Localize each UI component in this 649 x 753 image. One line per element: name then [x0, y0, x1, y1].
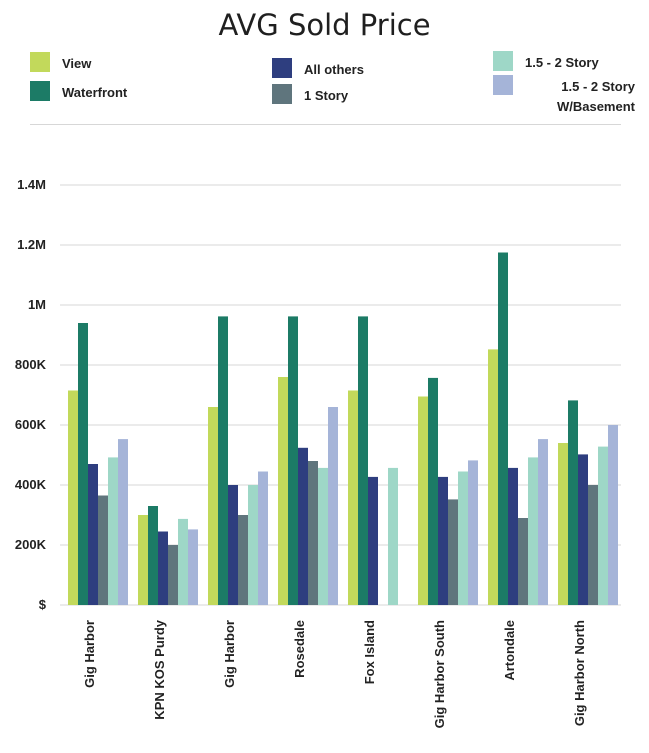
- bar-all-others[interactable]: [228, 485, 238, 605]
- bar-waterfront[interactable]: [288, 316, 298, 605]
- bar-1-5-2-story[interactable]: [458, 471, 468, 606]
- legend-item-waterfront[interactable]: Waterfront: [30, 81, 127, 102]
- y-tick-label: $: [39, 597, 47, 612]
- bar-1-story[interactable]: [238, 515, 248, 605]
- legend-swatch-1-story: [272, 84, 292, 104]
- legend-swatch-1-5-2-story-basement: [493, 75, 513, 95]
- bar-1-5-2-story-w-basement[interactable]: [188, 529, 198, 605]
- y-tick-label: 600K: [15, 417, 47, 432]
- legend-item-1-story[interactable]: 1 Story: [272, 84, 348, 105]
- bar-1-5-2-story-w-basement[interactable]: [258, 471, 268, 606]
- x-tick-label: Artondale: [502, 620, 517, 681]
- x-tick-label: Rosedale: [292, 620, 307, 678]
- x-tick-label: Gig Harbor South: [432, 620, 447, 728]
- bar-1-5-2-story-w-basement[interactable]: [608, 425, 618, 605]
- bar-1-5-2-story-w-basement[interactable]: [538, 439, 548, 605]
- x-tick-label: Fox Island: [362, 620, 377, 684]
- y-tick-label: 800K: [15, 357, 47, 372]
- bar-1-5-2-story[interactable]: [248, 485, 258, 605]
- y-tick-label: 1.4M: [17, 177, 46, 192]
- bar-1-story[interactable]: [308, 461, 318, 605]
- bar-all-others[interactable]: [438, 476, 448, 605]
- bar-view[interactable]: [348, 390, 358, 606]
- bar-view[interactable]: [138, 515, 148, 605]
- bar-view[interactable]: [558, 443, 568, 605]
- legend-label-1-5-2-story: 1.5 - 2 Story: [525, 55, 599, 70]
- legend-swatch-view: [30, 52, 50, 72]
- bar-waterfront[interactable]: [358, 316, 368, 605]
- bar-waterfront[interactable]: [568, 400, 578, 605]
- legend-item-all-others[interactable]: All others: [272, 58, 364, 79]
- legend-swatch-1-5-2-story: [493, 51, 513, 71]
- bar-waterfront[interactable]: [78, 323, 88, 605]
- bar-all-others[interactable]: [158, 531, 168, 606]
- bar-all-others[interactable]: [578, 454, 588, 605]
- x-tick-label: Gig Harbor: [222, 620, 237, 688]
- bar-waterfront[interactable]: [148, 506, 158, 605]
- y-tick-label: 1M: [28, 297, 46, 312]
- bar-1-5-2-story[interactable]: [598, 446, 608, 605]
- chart-title: AVG Sold Price: [218, 8, 431, 42]
- legend-item-1-5-2-story[interactable]: 1.5 - 2 Story: [493, 51, 599, 72]
- legend-label-1-story: 1 Story: [304, 88, 349, 103]
- bar-all-others[interactable]: [298, 447, 308, 605]
- bar-1-5-2-story[interactable]: [388, 467, 398, 605]
- bar-view[interactable]: [68, 390, 78, 606]
- bar-1-story[interactable]: [518, 518, 528, 605]
- y-tick-label: 200K: [15, 537, 47, 552]
- bar-1-story[interactable]: [98, 495, 108, 606]
- bar-1-5-2-story-w-basement[interactable]: [468, 460, 478, 605]
- bar-waterfront[interactable]: [498, 252, 508, 606]
- bar-1-5-2-story[interactable]: [528, 457, 538, 605]
- y-tick-label: 1.2M: [17, 237, 46, 252]
- bar-view[interactable]: [418, 396, 428, 606]
- legend-label-1-5-2-story-basement: 1.5 - 2 Story W/Basement: [556, 79, 635, 114]
- legend-swatch-waterfront: [30, 81, 50, 101]
- bar-1-5-2-story[interactable]: [318, 467, 328, 605]
- legend-divider: [30, 124, 621, 125]
- legend-label-all-others: All others: [304, 62, 364, 77]
- bar-all-others[interactable]: [88, 464, 98, 605]
- bar-1-5-2-story-w-basement[interactable]: [328, 407, 338, 605]
- bar-view[interactable]: [278, 377, 288, 605]
- bar-1-5-2-story[interactable]: [108, 457, 118, 605]
- bar-1-5-2-story-w-basement[interactable]: [118, 439, 128, 605]
- legend-item-view[interactable]: View: [30, 52, 91, 73]
- y-tick-label: 400K: [15, 477, 47, 492]
- legend-label-view: View: [62, 56, 92, 71]
- x-tick-label: KPN KOS Purdy: [152, 619, 167, 719]
- bar-1-story[interactable]: [588, 485, 598, 605]
- bar-waterfront[interactable]: [218, 316, 228, 605]
- bar-all-others[interactable]: [508, 467, 518, 605]
- x-tick-label: Gig Harbor North: [572, 620, 587, 726]
- bar-waterfront[interactable]: [428, 377, 438, 605]
- bar-1-story[interactable]: [448, 499, 458, 605]
- x-tick-label: Gig Harbor: [82, 620, 97, 688]
- legend-item-1-5-2-story-basement[interactable]: 1.5 - 2 Story W/Basement: [493, 75, 635, 117]
- bar-view[interactable]: [208, 407, 218, 605]
- bar-view[interactable]: [488, 349, 498, 605]
- legend-label-waterfront: Waterfront: [62, 85, 128, 100]
- bar-1-story[interactable]: [168, 545, 178, 605]
- bar-1-5-2-story[interactable]: [178, 518, 188, 605]
- bar-all-others[interactable]: [368, 476, 378, 605]
- legend-swatch-all-others: [272, 58, 292, 78]
